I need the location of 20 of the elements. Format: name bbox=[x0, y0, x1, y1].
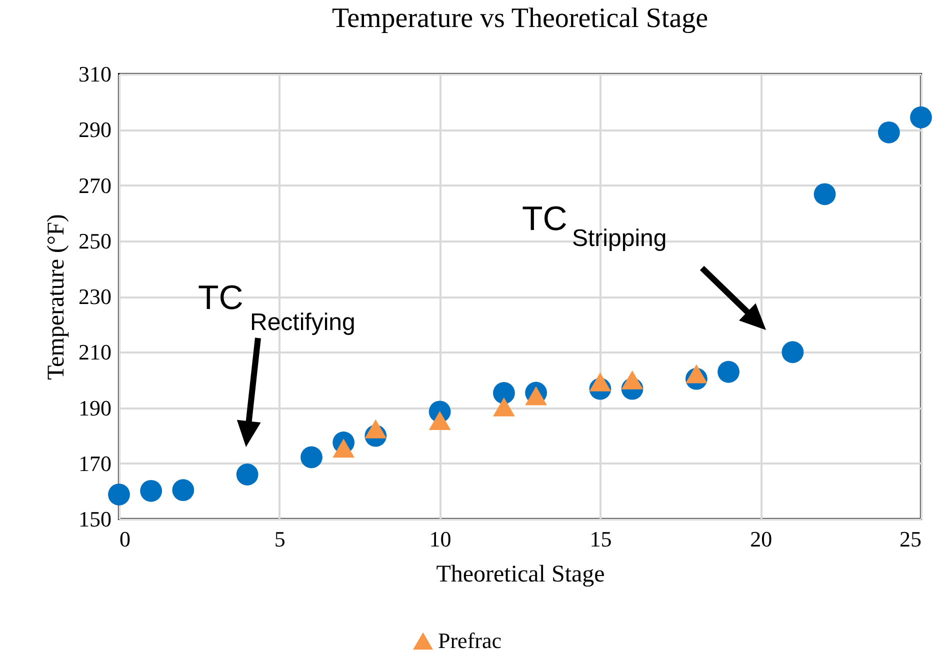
y-tick-label: 310 bbox=[78, 62, 112, 86]
y-tick-label: 150 bbox=[78, 506, 112, 532]
y-tick-label: 270 bbox=[78, 172, 112, 198]
y-tick-label: 190 bbox=[78, 395, 112, 420]
x-tick-label: 25 bbox=[900, 526, 922, 552]
y-axis-title: Temperature (°F) bbox=[44, 214, 70, 380]
y-tick-label: 250 bbox=[78, 228, 112, 254]
y-tick-label: 170 bbox=[78, 450, 112, 476]
chart-title: Temperature vs Theoretical Stage bbox=[332, 3, 708, 34]
y-tick-label: 210 bbox=[78, 340, 112, 365]
y-tick-label: 230 bbox=[78, 284, 112, 309]
y-tick-label: 290 bbox=[78, 117, 112, 142]
x-axis-title: Theoretical Stage bbox=[436, 562, 605, 588]
x-tick-label: 15 bbox=[590, 526, 612, 552]
x-tick-label: 10 bbox=[429, 526, 452, 552]
x-tick-label: 0 bbox=[120, 526, 130, 552]
annotation: TCRectifying bbox=[198, 279, 356, 336]
x-tick-label: 5 bbox=[274, 526, 286, 552]
x-tick-label: 20 bbox=[750, 526, 772, 552]
legend-label: Prefrac bbox=[438, 628, 502, 653]
